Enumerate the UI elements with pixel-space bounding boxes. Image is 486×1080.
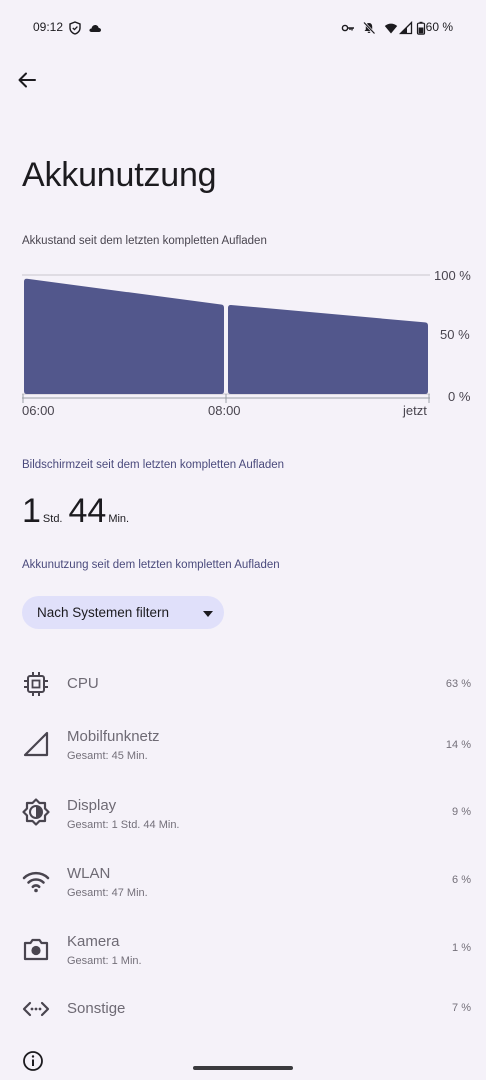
usage-item-sonstige[interactable]: Sonstige 7 % [0,978,486,1042]
screen-time-minutes-unit: Min. [108,513,130,525]
xtick-label-0600: 06:00 [22,403,55,418]
wifi-status-icon [384,23,398,34]
usage-item-name: Sonstige [67,1000,126,1017]
usage-item-name: CPU [67,675,99,692]
usage-item-kamera[interactable]: Kamera Gesamt: 1 Min. 1 % [0,918,486,982]
ytick-label-50: 50 % [440,327,470,342]
usage-label: Akkunutzung seit dem letzten kompletten … [22,559,280,571]
usage-item-percent: 14 % [445,739,471,751]
usage-item-wlan[interactable]: WLAN Gesamt: 47 Min. 6 % [0,850,486,914]
usage-item-percent: 9 % [452,806,471,818]
status-time: 09:12 [33,20,64,34]
camera-icon [23,938,49,961]
usage-item-percent: 6 % [452,874,471,886]
xtick-label-0800: 08:00 [208,403,241,418]
filter-dropdown-label: Nach Systemen filtern [37,605,170,620]
usage-item-name: Mobilfunknetz [67,728,160,745]
back-arrow-icon[interactable] [14,67,40,93]
usage-item-percent: 7 % [452,1002,471,1014]
page-title: Akkunutzung [22,156,217,194]
dropdown-caret-icon [203,611,213,617]
screen-time-value: 1 Std. 44 Min. [22,492,135,531]
filter-dropdown[interactable]: Nach Systemen filtern [22,596,224,629]
info-icon[interactable] [22,1050,44,1072]
xtick-label-now: jetzt [403,403,427,418]
usage-item-detail: Gesamt: 47 Min. [67,887,148,899]
cloud-icon [89,25,101,32]
battery-icon [416,21,426,35]
usage-item-percent: 1 % [452,942,471,954]
screen-time-hours-unit: Std. [42,513,63,525]
usage-item-detail: Gesamt: 1 Std. 44 Min. [67,819,180,831]
vpn-shield-icon [69,21,81,35]
usage-item-mobilfunknetz[interactable]: Mobilfunknetz Gesamt: 45 Min. 14 % [0,713,486,777]
cpu-icon [24,672,48,696]
battery-area-segment-2 [228,304,428,394]
ytick-label-0: 0 % [448,389,471,404]
usage-item-name: WLAN [67,865,111,882]
usage-item-name: Display [67,797,117,814]
screen-time-hours: 1 [22,492,41,530]
usage-item-percent: 63 % [445,678,471,690]
usage-item-cpu[interactable]: CPU 63 % [0,652,486,716]
usage-item-display[interactable]: Display Gesamt: 1 Std. 44 Min. 9 % [0,782,486,846]
usage-item-detail: Gesamt: 1 Min. [67,955,142,967]
chart-subtitle: Akkustand seit dem letzten kompletten Au… [22,235,267,247]
ytick-label-100: 100 % [434,268,471,283]
mute-icon [363,21,376,35]
signal-icon [399,21,413,35]
home-indicator[interactable] [193,1066,293,1070]
brightness-icon [22,798,50,826]
cell-signal-icon [23,731,49,757]
wifi-icon [22,871,50,893]
screen-time-minutes: 44 [68,492,107,530]
battery-area-segment-1 [24,278,224,394]
code-icon [22,1001,50,1017]
key-icon [341,24,354,32]
battery-percent: 60 % [425,20,453,34]
usage-item-name: Kamera [67,933,120,950]
battery-level-chart [22,274,430,403]
screen-time-label: Bildschirmzeit seit dem letzten komplett… [22,459,285,471]
usage-item-detail: Gesamt: 45 Min. [67,750,148,762]
